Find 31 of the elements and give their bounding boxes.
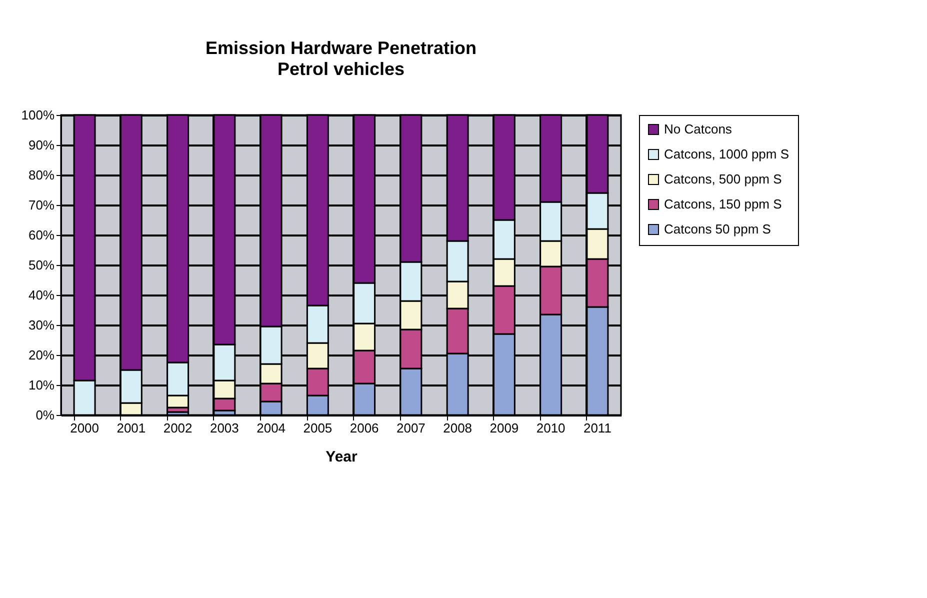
x-tick-label: 2003	[210, 420, 239, 436]
x-tick-label: 2011	[583, 420, 612, 436]
legend-label: Catcons, 1000 ppm S	[664, 146, 790, 162]
x-tick-label: 2007	[396, 420, 426, 436]
chart-subtitle: Petrol vehicles	[277, 59, 405, 79]
x-tick-label: 2001	[116, 420, 146, 436]
legend-label: No Catcons	[664, 122, 732, 136]
x-axis-title: Year	[326, 448, 358, 466]
chart-title: Emission Hardware Penetration	[205, 38, 477, 58]
x-tick-label: 2005	[303, 420, 332, 436]
y-tick-label: 90%	[28, 138, 55, 152]
y-tick-label: 20%	[28, 348, 55, 362]
legend-label: Catcons 50 ppm S	[664, 222, 772, 236]
x-tick-label: 2009	[490, 420, 519, 436]
y-tick-label: 30%	[28, 318, 55, 332]
y-tick-label: 40%	[28, 288, 55, 302]
x-tick-label: 2008	[443, 420, 472, 436]
y-tick-label: 70%	[28, 198, 55, 212]
y-tick-label: 60%	[28, 228, 55, 242]
legend-label: Catcons, 150 ppm S	[664, 196, 782, 212]
y-tick-label: 100%	[21, 108, 55, 122]
x-tick-label: 2002	[163, 420, 192, 436]
y-tick-label: 0%	[36, 408, 55, 422]
y-tick-label: 10%	[28, 378, 55, 392]
legend-label: Catcons, 500 ppm S	[664, 172, 782, 186]
x-tick-label: 2006	[350, 420, 379, 436]
y-tick-label: 50%	[28, 258, 55, 272]
x-tick-label: 2000	[70, 420, 100, 436]
y-tick-label: 80%	[28, 168, 55, 182]
x-tick-label: 2004	[256, 420, 286, 436]
x-tick-label: 2010	[536, 420, 566, 436]
